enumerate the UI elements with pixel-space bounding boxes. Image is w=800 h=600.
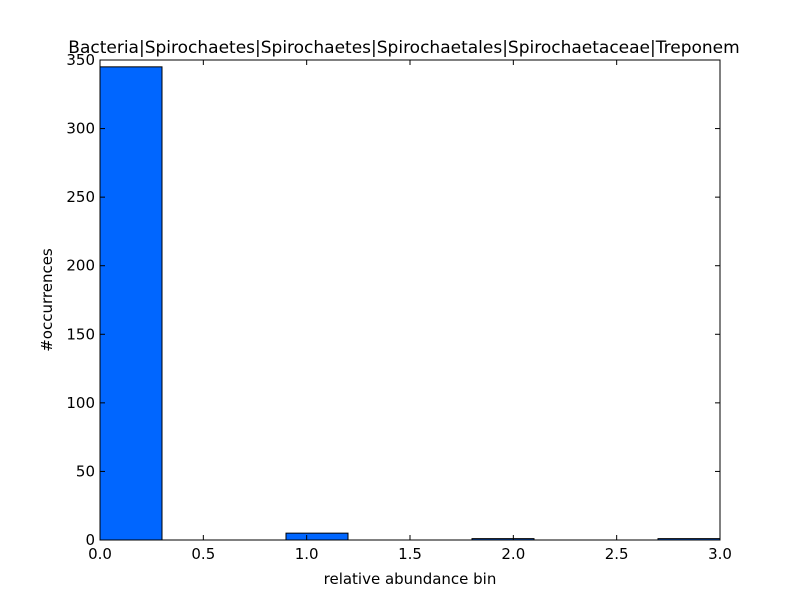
y-tick-label: 50 bbox=[76, 462, 95, 480]
y-tick-label: 150 bbox=[66, 325, 95, 343]
x-tick-label: 2.0 bbox=[501, 545, 525, 563]
x-tick-label: 1.5 bbox=[398, 545, 422, 563]
histogram-bar bbox=[99, 66, 163, 541]
x-tick-label: 1.0 bbox=[295, 545, 319, 563]
y-tick-label: 250 bbox=[66, 188, 95, 206]
chart-title: Bacteria|Spirochaetes|Spirochaetes|Spiro… bbox=[68, 38, 739, 58]
x-tick-label: 0.0 bbox=[88, 545, 112, 563]
x-tick-label: 2.5 bbox=[605, 545, 629, 563]
y-tick-label: 0 bbox=[85, 531, 95, 549]
y-tick-label: 350 bbox=[66, 51, 95, 69]
y-tick-label: 100 bbox=[66, 394, 95, 412]
histogram-bar bbox=[285, 532, 349, 541]
x-tick-label: 3.0 bbox=[708, 545, 732, 563]
x-axis-label: relative abundance bin bbox=[324, 570, 497, 588]
y-tick-label: 300 bbox=[66, 120, 95, 138]
y-tick-label: 200 bbox=[66, 257, 95, 275]
tick-labels-layer: 0.0 0.5 1.0 1.5 2.0 2.5 3.0 0 50 100 150 200 250 300 3… bbox=[66, 51, 732, 563]
ticks-layer bbox=[99, 59, 721, 541]
x-tick-label: 0.5 bbox=[191, 545, 215, 563]
y-axis-label: #occurrences bbox=[38, 248, 56, 352]
